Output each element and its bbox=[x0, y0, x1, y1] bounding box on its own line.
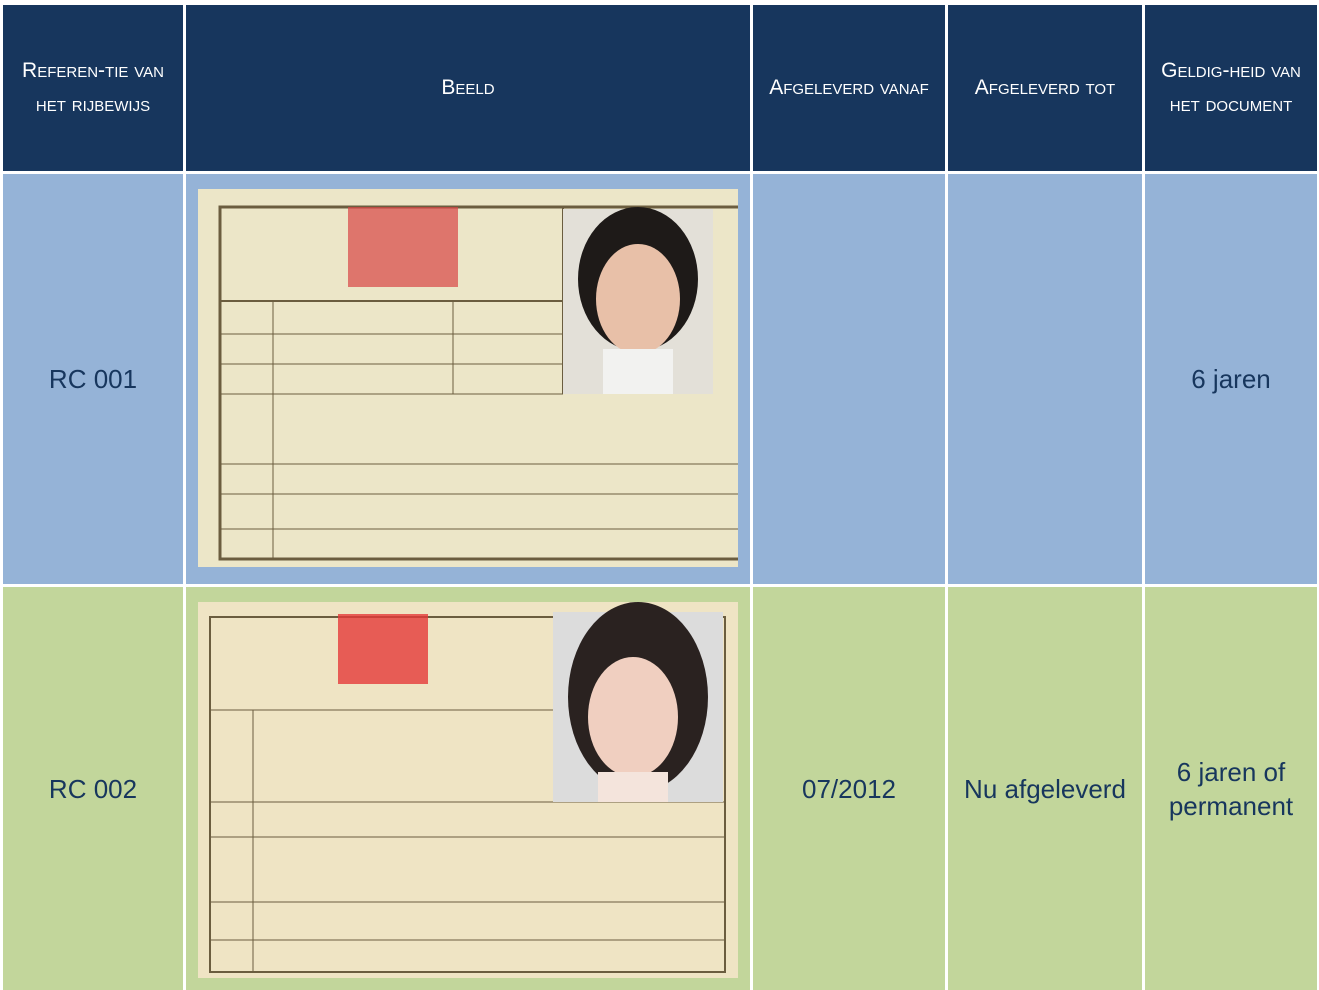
table-cell bbox=[948, 174, 1142, 584]
header-cell: Referen-tie van het rijbewijs bbox=[3, 5, 183, 171]
header-cell: Geldig-heid van het document bbox=[1145, 5, 1317, 171]
license-image bbox=[198, 189, 738, 567]
license-image bbox=[198, 602, 738, 978]
table-cell: RC 002 bbox=[3, 587, 183, 990]
table-cell: 6 jaren bbox=[1145, 174, 1317, 584]
table-cell: RC 001 bbox=[3, 174, 183, 584]
header-cell: Afgeleverd vanaf bbox=[753, 5, 945, 171]
header-cell: Afgeleverd tot bbox=[948, 5, 1142, 171]
table-cell: Nu afgeleverd bbox=[948, 587, 1142, 990]
header-cell: Beeld bbox=[186, 5, 750, 171]
table-cell: 6 jaren of permanent bbox=[1145, 587, 1317, 990]
table-cell bbox=[753, 174, 945, 584]
table-cell: 07/2012 bbox=[753, 587, 945, 990]
